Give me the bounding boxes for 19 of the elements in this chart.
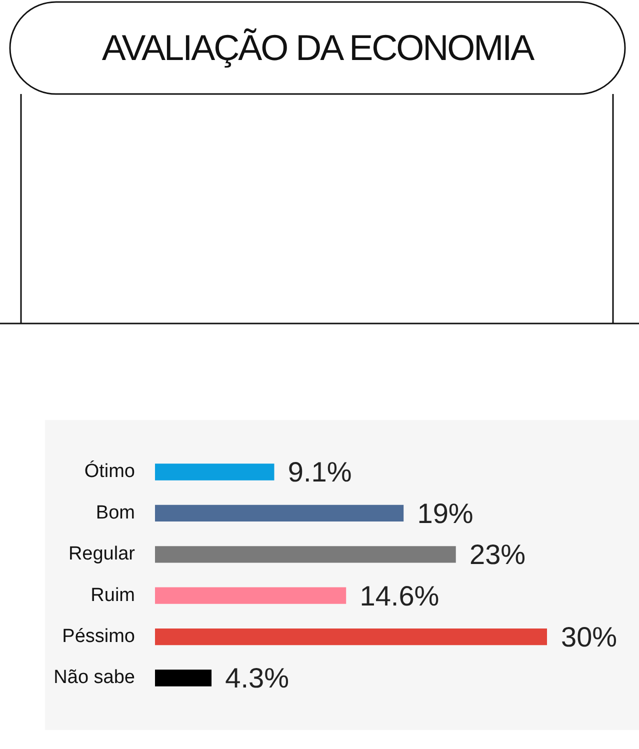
y-tick-label: Bom <box>96 502 135 524</box>
data-label: 23% <box>470 539 526 570</box>
data-label: 9.1% <box>288 456 352 488</box>
data-label: 30% <box>561 622 618 653</box>
y-tick-label: Regular <box>68 544 136 565</box>
y-tick-label: Ruim <box>90 584 135 606</box>
bar <box>155 504 404 522</box>
bar <box>155 670 212 686</box>
data-label: 19% <box>417 498 474 529</box>
data-label: 4.3% <box>225 662 290 694</box>
bar <box>155 587 346 604</box>
y-tick-label: Péssimo <box>62 626 135 648</box>
y-tick-label: Não sabe <box>54 667 135 688</box>
data-label: 14.6% <box>360 580 440 612</box>
chart-title: AVALIAÇÃO DA ECONOMIA <box>10 2 625 94</box>
bar <box>155 546 456 563</box>
y-tick-label: Ótimo <box>84 460 135 482</box>
bar <box>155 628 547 646</box>
bar <box>155 464 274 480</box>
